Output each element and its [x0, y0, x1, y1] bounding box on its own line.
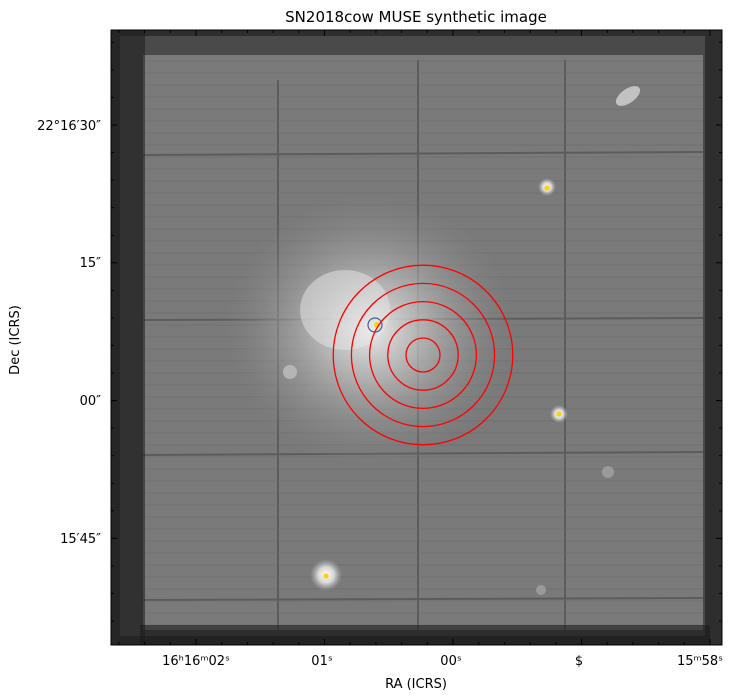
star-marker: [556, 411, 562, 417]
ra-tick-label: 16ʰ16ᵐ02ˢ: [162, 654, 230, 669]
star-marker: [544, 185, 550, 191]
contour-ring: [405, 337, 441, 373]
dec-tick-label: 00″: [80, 394, 102, 409]
axis-ticks: [111, 30, 722, 645]
axes-frame: [110, 29, 723, 646]
bottom-edge-band: [140, 625, 710, 645]
x-axis-label: RA (ICRS): [385, 677, 447, 692]
contour-ring: [368, 300, 478, 410]
background-galaxy: [615, 86, 641, 106]
star-marker: [323, 573, 329, 579]
contour-rings: [332, 264, 514, 446]
star-markers: [323, 185, 562, 579]
ra-tick-label: 15ᵐ58ˢ: [677, 654, 723, 669]
ra-tick-label: 00ˢ: [440, 654, 462, 669]
star-marker: [374, 322, 380, 328]
ra-tick-label: $: [575, 654, 583, 669]
contour-ring: [350, 282, 496, 428]
dec-tick-label: 22°16′30″: [37, 119, 101, 134]
ra-tick-label: 01ˢ: [311, 654, 333, 669]
dec-tick-label: 15′45″: [60, 532, 101, 547]
faint-source: [283, 365, 297, 379]
plot-title: SN2018cow MUSE synthetic image: [285, 8, 547, 26]
contour-ring: [332, 264, 514, 446]
faint-source: [602, 466, 614, 478]
y-axis-label: Dec (ICRS): [8, 305, 23, 375]
faint-source: [536, 585, 546, 595]
image-panel: [111, 30, 722, 645]
contour-ring: [387, 319, 459, 391]
left-edge-band: [111, 30, 145, 645]
dec-tick-label: 15″: [80, 256, 102, 271]
